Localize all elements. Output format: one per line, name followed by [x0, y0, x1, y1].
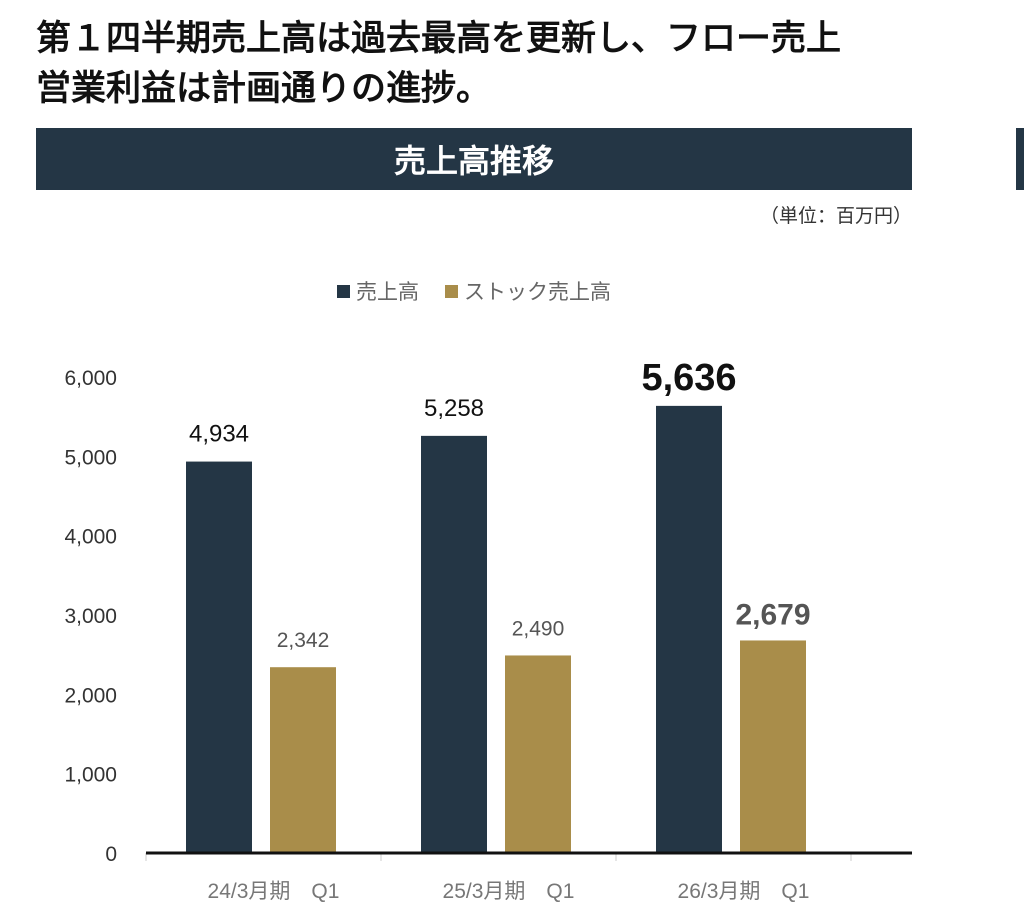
- y-tick-label: 1,000: [64, 764, 117, 787]
- y-tick-label: 3,000: [64, 605, 117, 628]
- headline: 第１四半期売上高は過去最高を更新し、フロー売上 営業利益は計画通りの進捗。: [36, 14, 841, 114]
- y-tick-label: 2,000: [64, 684, 117, 707]
- bar-sales: [656, 405, 722, 853]
- data-label: 2,342: [277, 629, 330, 652]
- section-title-band: 売上高推移: [36, 128, 912, 190]
- legend-label-stock-sales: ストック売上高: [464, 280, 611, 304]
- bar-sales: [421, 435, 487, 853]
- x-tick-label: 24/3月期 Q1: [208, 880, 340, 903]
- bar-stock-sales: [740, 640, 806, 853]
- section-title: 売上高推移: [393, 142, 554, 180]
- y-tick-label: 6,000: [64, 367, 117, 390]
- legend-item-stock-sales: ストック売上高: [445, 276, 611, 306]
- bar-stock-sales: [505, 655, 571, 853]
- next-section-band: [1016, 128, 1024, 190]
- data-label: 5,258: [424, 395, 484, 422]
- data-label: 5,636: [641, 357, 736, 399]
- data-label: 4,934: [189, 421, 249, 448]
- x-tick-label: 25/3月期 Q1: [443, 880, 575, 903]
- bar-stock-sales: [270, 667, 336, 853]
- y-tick-label: 0: [105, 843, 117, 866]
- y-tick-label: 5,000: [64, 446, 117, 469]
- bar-sales: [186, 461, 252, 853]
- data-label: 2,490: [512, 617, 565, 640]
- legend-label-sales: 売上高: [356, 280, 419, 304]
- chart-legend: 売上高 ストック売上高: [0, 276, 948, 306]
- headline-line-2: 営業利益は計画通りの進捗。: [36, 69, 492, 109]
- legend-swatch-stock-sales: [445, 284, 458, 298]
- data-label: 2,679: [735, 598, 810, 631]
- x-tick-label: 26/3月期 Q1: [678, 880, 810, 903]
- legend-swatch-sales: [337, 284, 350, 298]
- y-tick-label: 4,000: [64, 526, 117, 549]
- legend-item-sales: 売上高: [337, 276, 419, 306]
- headline-line-1: 第１四半期売上高は過去最高を更新し、フロー売上: [36, 19, 842, 59]
- unit-label: （単位：百万円）: [759, 205, 912, 227]
